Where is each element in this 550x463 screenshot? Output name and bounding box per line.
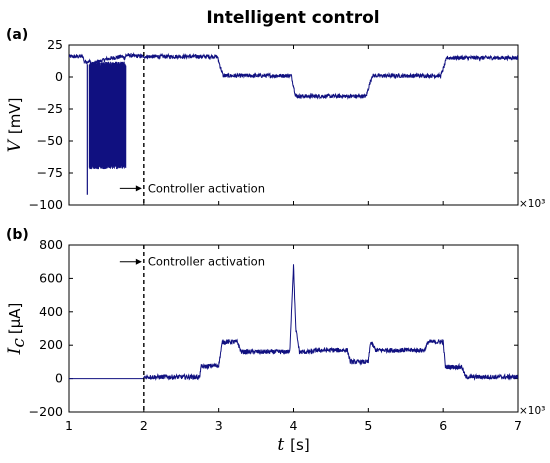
y-tick-label: 25 <box>47 37 63 52</box>
y-tick-label: −75 <box>37 165 63 180</box>
chart-panel-a: −100 −75 −50 −25 0 25 ×10³ (a) V[mV] Controller a… <box>5 27 545 212</box>
y-axis-label: Ic[μA] <box>5 303 29 356</box>
chart-panel-b: 1 2 3 4 5 6 7 −200 0 200 400 600 800 ×10³ (b) Ic[μA] t [s… <box>5 227 545 455</box>
x-multiplier: ×10³ <box>519 198 545 210</box>
x-tick-label: 5 <box>364 418 372 433</box>
y-tick-label: −50 <box>37 133 63 148</box>
x-tick-label: 1 <box>65 418 73 433</box>
x-tick-label: 4 <box>290 418 298 433</box>
x-multiplier: ×10³ <box>519 405 545 417</box>
y-tick-label: 400 <box>39 304 63 319</box>
y-tick-label: 600 <box>39 270 63 285</box>
panel-label: (b) <box>6 227 29 243</box>
y-tick-label: 0 <box>55 69 63 84</box>
y-tick-label: 200 <box>39 337 63 352</box>
y-tick-label: 800 <box>39 237 63 252</box>
y-tick-label: −200 <box>29 404 63 419</box>
y-axis-label: V[mV] <box>5 98 25 153</box>
y-tick-label: −25 <box>37 101 63 116</box>
annotation-arrow-head <box>135 185 142 192</box>
plot-frame <box>68 44 519 206</box>
series-line <box>69 52 518 100</box>
x-tick-label: 7 <box>514 418 522 433</box>
x-tick-label: 2 <box>140 418 148 433</box>
x-tick-label: 6 <box>439 418 447 433</box>
panel-label: (a) <box>6 27 28 43</box>
oscillation-band <box>88 61 127 170</box>
x-tick-label: 3 <box>215 418 223 433</box>
figure-title: Intelligent control <box>206 8 379 28</box>
x-axis-label: t [s] <box>277 435 309 455</box>
series-line <box>69 264 518 381</box>
annotation-text: Controller activation <box>148 181 265 195</box>
y-tick-label: 0 <box>55 371 63 386</box>
annotation-arrow-head <box>135 258 142 265</box>
y-tick-label: −100 <box>29 197 63 212</box>
annotation-text: Controller activation <box>148 255 265 269</box>
